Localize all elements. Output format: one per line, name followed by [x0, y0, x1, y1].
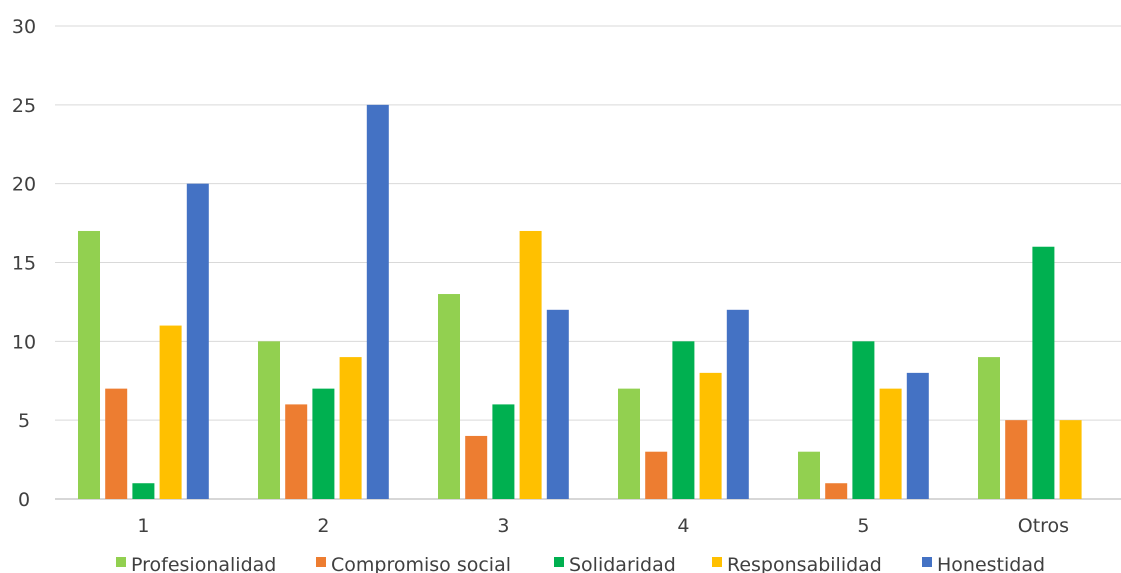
legend-label: Compromiso social — [331, 554, 511, 573]
y-tick-label: 30 — [12, 16, 36, 38]
bar-compromiso-social-5 — [825, 483, 848, 499]
legend-swatch — [922, 557, 932, 567]
legend-swatch — [554, 557, 564, 567]
bar-honestidad-1 — [186, 183, 209, 499]
x-tick-label: Otros — [1018, 515, 1069, 537]
y-tick-label: 20 — [12, 174, 36, 196]
bar-solidaridad-1 — [132, 483, 155, 499]
gridlines — [55, 25, 1121, 500]
bars — [78, 104, 1082, 499]
bar-responsabilidad-5 — [879, 388, 902, 499]
bar-compromiso-social-3 — [465, 435, 488, 499]
bar-profesionalidad-3 — [438, 294, 460, 499]
legend-swatch — [712, 557, 722, 567]
x-tick-label: 3 — [497, 515, 509, 537]
bar-solidaridad-2 — [312, 388, 335, 499]
bar-compromiso-social-otros — [1005, 420, 1028, 499]
bar-solidaridad-4 — [672, 341, 695, 499]
bar-honestidad-4 — [726, 309, 749, 499]
bar-solidaridad-5 — [852, 341, 875, 499]
legend-label: Solidaridad — [569, 554, 676, 573]
bar-compromiso-social-2 — [285, 404, 308, 499]
y-tick-label: 10 — [12, 331, 36, 353]
y-axis-ticks: 0 5 10 15 20 25 30 — [12, 16, 36, 511]
bar-responsabilidad-1 — [159, 325, 182, 499]
x-tick-label: 4 — [677, 515, 689, 537]
bar-responsabilidad-2 — [339, 357, 362, 499]
y-tick-label: 15 — [12, 253, 36, 275]
bar-solidaridad-otros — [1032, 246, 1055, 499]
bar-honestidad-3 — [546, 309, 569, 499]
bar-compromiso-social-1 — [105, 388, 128, 499]
bar-solidaridad-3 — [492, 404, 515, 499]
legend-label: Responsabilidad — [727, 554, 882, 573]
legend: Profesionalidad Compromiso social Solidari… — [116, 554, 1045, 573]
bar-honestidad-2 — [366, 104, 389, 499]
x-tick-label: 2 — [317, 515, 329, 537]
x-tick-label: 1 — [137, 515, 149, 537]
bar-responsabilidad-otros — [1059, 420, 1082, 499]
legend-swatch — [316, 557, 326, 567]
legend-label: Honestidad — [937, 554, 1045, 573]
bar-responsabilidad-4 — [699, 372, 722, 499]
x-tick-label: 5 — [857, 515, 869, 537]
x-axis-ticks: 1 2 3 4 5 Otros — [137, 515, 1069, 537]
y-tick-label: 5 — [18, 410, 30, 432]
legend-label: Profesionalidad — [131, 554, 276, 573]
bar-profesionalidad-4 — [618, 388, 640, 499]
bar-profesionalidad-1 — [78, 230, 100, 499]
bar-responsabilidad-3 — [519, 230, 542, 499]
bar-honestidad-5 — [906, 372, 929, 499]
bar-profesionalidad-5 — [798, 451, 820, 499]
bar-compromiso-social-4 — [645, 451, 668, 499]
legend-swatch — [116, 557, 126, 567]
y-tick-label: 0 — [18, 489, 30, 511]
bar-profesionalidad-2 — [258, 341, 280, 499]
bar-profesionalidad-otros — [978, 357, 1000, 499]
y-tick-label: 25 — [12, 95, 36, 117]
